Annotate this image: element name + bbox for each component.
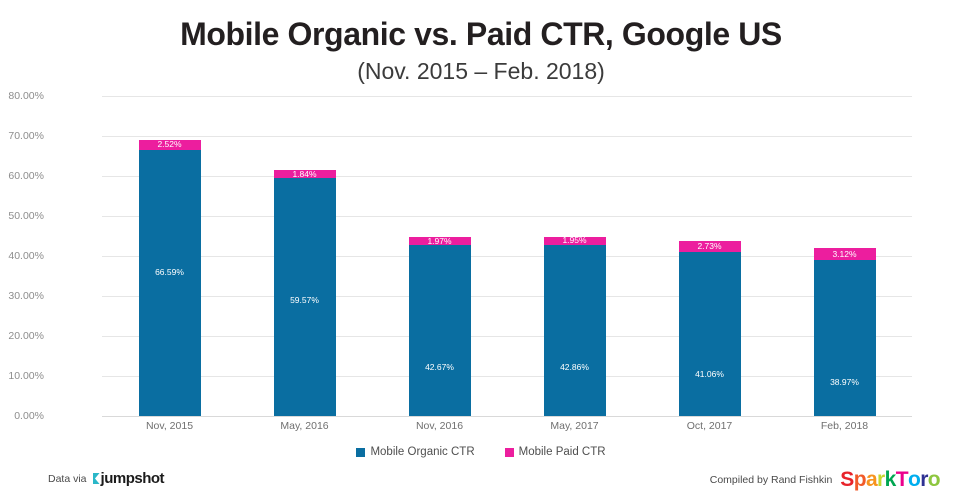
legend-item[interactable]: Mobile Organic CTR: [356, 446, 475, 458]
bar-stack[interactable]: 1.84% 59.57%: [273, 168, 336, 416]
sparktoro-letter: S: [840, 468, 854, 491]
gridline: [102, 216, 912, 217]
y-axis-tick-label: 80.00%: [8, 90, 44, 102]
x-axis-tick-label: May, 2016: [280, 420, 329, 432]
bar-segment-paid[interactable]: 2.73%: [678, 240, 741, 252]
page-subtitle: (Nov. 2015 – Feb. 2018): [357, 58, 605, 84]
bar-segment-organic[interactable]: 41.06%: [678, 251, 741, 416]
y-axis-tick-label: 10.00%: [8, 370, 44, 382]
bar-label-paid: 3.12%: [832, 248, 857, 259]
bar-segment-organic[interactable]: 66.59%: [138, 149, 201, 416]
gridline: [102, 376, 912, 377]
gridline: [102, 256, 912, 257]
bar-column[interactable]: 1.97% 42.67%: [372, 96, 507, 416]
x-axis-tick-label: Oct, 2017: [686, 420, 733, 432]
bar-label-paid: 2.73%: [697, 241, 722, 252]
legend-swatch-icon: [504, 447, 514, 457]
x-axis-tick-label: Nov, 2016: [415, 420, 464, 432]
page-title: Mobile Organic vs. Paid CTR, Google US: [180, 16, 782, 52]
bar-label-paid: 1.84%: [292, 168, 317, 179]
bar-label-organic: 59.57%: [290, 294, 319, 305]
sparktoro-letter: T: [895, 468, 909, 491]
bar-stack[interactable]: 1.95% 42.86%: [543, 235, 606, 416]
bar-label-organic: 41.06%: [695, 368, 724, 379]
sparktoro-letter: o: [927, 468, 941, 491]
bar-label-paid: 1.97%: [427, 236, 452, 247]
bar-stack[interactable]: 1.97% 42.67%: [408, 236, 471, 416]
bar-label-paid: 2.52%: [157, 139, 182, 150]
jumpshot-wordmark: jumpshot: [100, 470, 165, 487]
y-axis-tick-label: 60.00%: [8, 170, 44, 182]
x-axis-tick-label: Feb, 2018: [820, 420, 869, 432]
bar-segment-organic[interactable]: 42.86%: [543, 244, 606, 416]
sparktoro-letter: r: [920, 468, 928, 491]
sparktoro-letter: p: [853, 468, 867, 491]
y-axis-tick-label: 30.00%: [8, 290, 44, 302]
bar-label-organic: 42.86%: [560, 361, 589, 372]
gridline: [102, 176, 912, 177]
x-axis: Nov, 2015 May, 2016 Nov, 2016 May, 2017 Oct,…: [102, 420, 912, 432]
legend-label: Mobile Paid CTR: [518, 446, 606, 458]
bar-column[interactable]: 1.84% 59.57%: [237, 96, 372, 416]
bar-segment-paid[interactable]: 3.12%: [813, 247, 876, 261]
y-axis-tick-label: 0.00%: [14, 410, 44, 422]
gridline: [102, 96, 912, 97]
sparktoro-letter: a: [865, 468, 878, 491]
bar-stack[interactable]: 2.52% 66.59%: [138, 139, 201, 416]
y-axis-tick-label: 20.00%: [8, 330, 44, 342]
bar-label-organic: 42.67%: [425, 362, 454, 373]
chart-legend: Mobile Organic CTR Mobile Paid CTR: [0, 446, 962, 458]
bar-label-paid: 1.95%: [562, 235, 587, 246]
bar-segment-organic[interactable]: 59.57%: [273, 177, 336, 416]
bar-stack[interactable]: 3.12% 38.97%: [813, 247, 876, 416]
bar-label-organic: 38.97%: [830, 377, 859, 388]
bar-label-organic: 66.59%: [155, 266, 184, 277]
bar-segment-paid[interactable]: 1.95%: [543, 235, 606, 246]
gridline: [102, 136, 912, 137]
data-via-label: Data via: [48, 472, 87, 485]
y-axis-tick-label: 50.00%: [8, 210, 44, 222]
bar-segment-paid[interactable]: 1.97%: [408, 236, 471, 247]
jumpshot-logo: jumpshot: [92, 470, 165, 487]
x-axis-tick-label: Nov, 2015: [145, 420, 194, 432]
sparktoro-letter: k: [884, 468, 897, 491]
bar-segment-paid[interactable]: 1.84%: [273, 168, 336, 179]
bar-stack[interactable]: 2.73% 41.06%: [678, 240, 741, 416]
bar-segment-organic[interactable]: 38.97%: [813, 260, 876, 416]
bar-column[interactable]: 2.52% 66.59%: [102, 96, 237, 416]
bar-column[interactable]: 2.73% 41.06%: [642, 96, 777, 416]
gridline: [102, 336, 912, 337]
x-axis-tick-label: May, 2017: [550, 420, 599, 432]
bar-column[interactable]: 1.95% 42.86%: [507, 96, 642, 416]
legend-label: Mobile Organic CTR: [370, 446, 475, 458]
bar-segment-paid[interactable]: 2.52%: [138, 139, 201, 150]
bar-column[interactable]: 3.12% 38.97%: [777, 96, 912, 416]
bar-segment-organic[interactable]: 42.67%: [408, 245, 471, 416]
gridline: [102, 416, 912, 417]
compiled-by-label: Compiled by Rand Fishkin: [709, 474, 833, 486]
legend-swatch-icon: [356, 447, 366, 457]
jumpshot-mark-icon: [92, 473, 100, 484]
legend-item[interactable]: Mobile Paid CTR: [504, 446, 606, 458]
plot-area: 0.00% 10.00% 20.00% 30.00% 40.00% 50.00% 60.00…: [8, 90, 912, 422]
y-axis-tick-label: 70.00%: [8, 130, 44, 142]
footer-data-source: Data via jumpshot: [48, 470, 165, 487]
sparktoro-letter: o: [907, 468, 921, 491]
bar-series-group: 2.52% 66.59% 1.84% 59.57% 1.97% 42.67% 1.95% 42…: [102, 96, 912, 416]
sparktoro-letter: r: [877, 468, 885, 491]
gridline: [102, 296, 912, 297]
y-axis-tick-label: 40.00%: [8, 250, 44, 262]
